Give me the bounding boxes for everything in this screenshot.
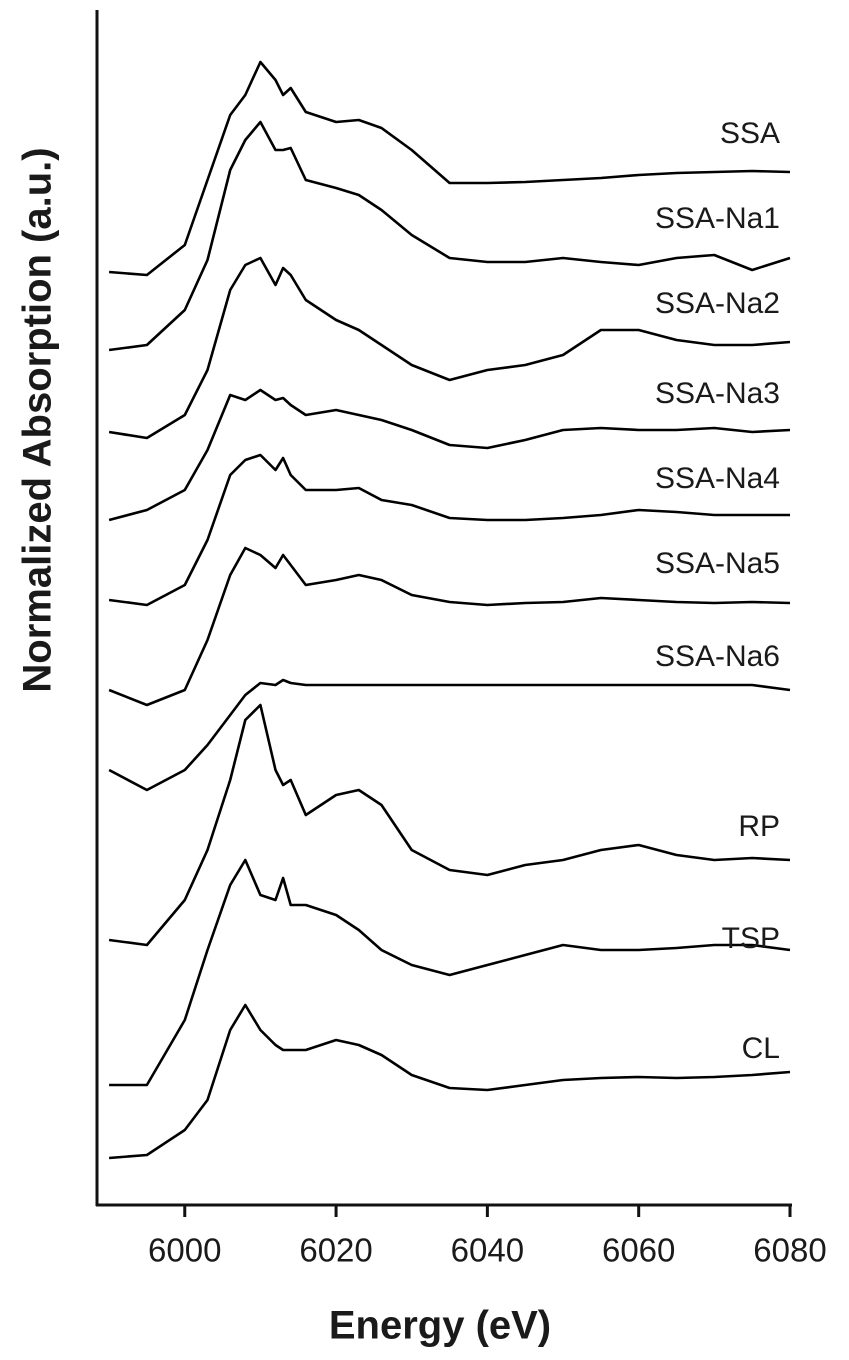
spectrum-line [108,1003,791,1160]
series-label: SSA-Na5 [655,547,780,580]
series-label: SSA-Na1 [655,202,780,235]
series-label: SSA-Na6 [655,640,780,673]
spectrum-line [108,60,791,277]
x-tick-label: 6000 [148,1232,221,1269]
spectrum-line [108,120,791,352]
x-tick-label: 6080 [753,1232,826,1269]
spectrum-line [108,256,791,440]
spectrum-line [108,703,791,947]
spectrum-line [109,858,791,1087]
x-tick-label: 6040 [451,1232,524,1269]
spectrum-line [108,453,790,607]
spectrum-line [108,388,791,522]
series-label: RP [738,810,780,843]
spectrum-line [108,678,791,792]
series-label: TSP [722,922,780,955]
x-tick-label: 6060 [602,1232,675,1269]
y-axis-title: Normalized Absorption (a.u.) [16,147,60,692]
spectrum-line [108,546,791,707]
series-label: SSA-Na3 [655,377,780,410]
series-label: SSA-Na2 [655,287,780,320]
series-label: SSA-Na4 [655,462,780,495]
x-tick-label: 6020 [299,1232,372,1269]
series-label: SSA [720,117,780,150]
series-label: CL [742,1032,780,1065]
x-axis-title: Energy (eV) [329,1304,551,1348]
